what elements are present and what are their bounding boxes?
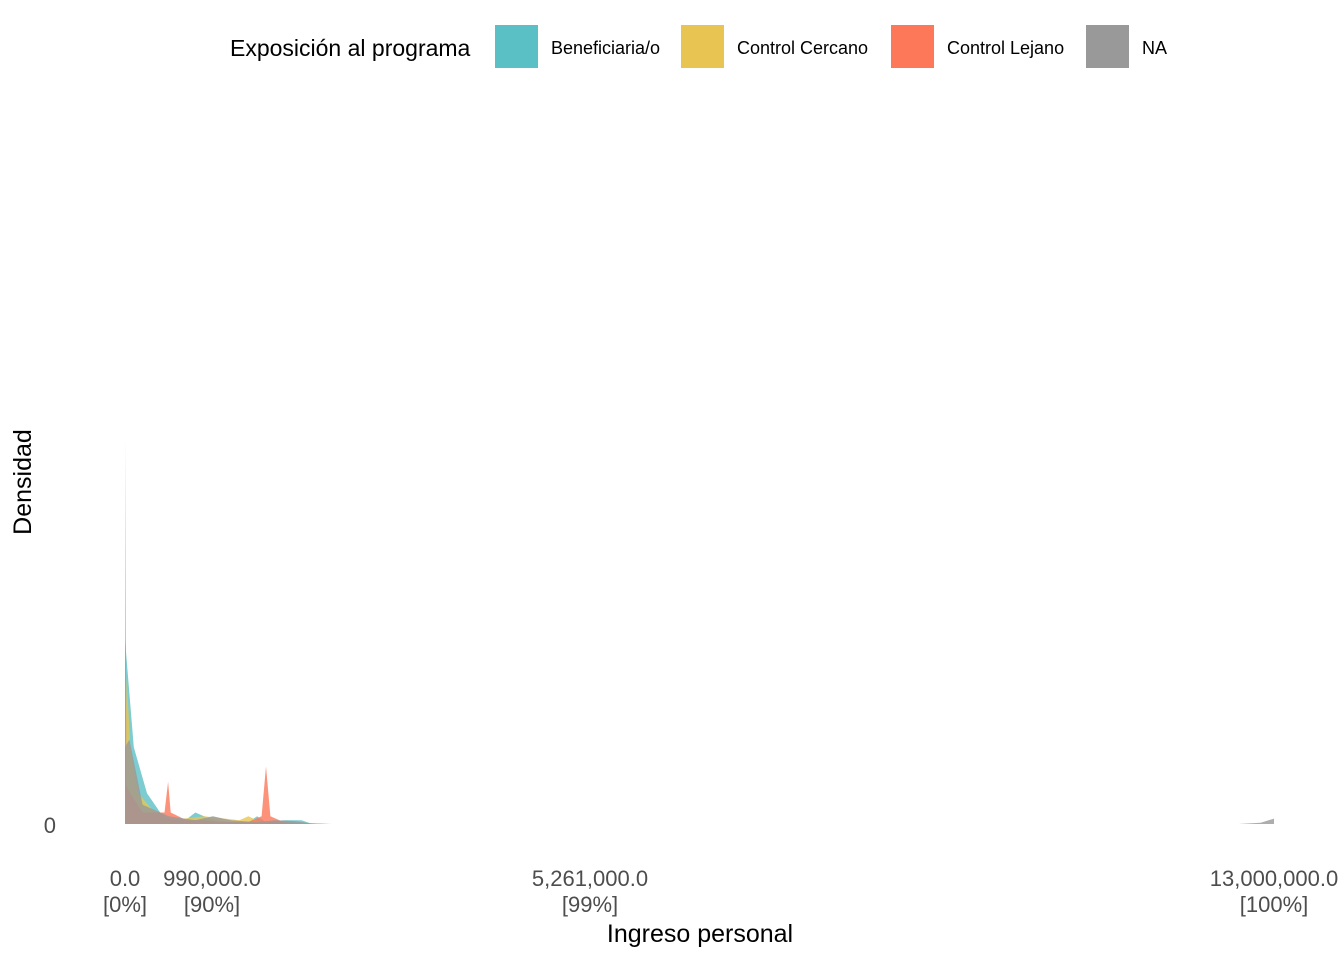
legend-title: Exposición al programa xyxy=(230,35,471,61)
x-tick-label: 5,261,000.0 xyxy=(532,866,648,891)
x-tick-percentile: [90%] xyxy=(184,892,240,917)
x-tick-label: 990,000.0 xyxy=(163,866,261,891)
density-area-na xyxy=(125,739,1274,824)
legend-item: Beneficiaria/o xyxy=(495,25,660,68)
density-area-control-lejano xyxy=(125,440,333,824)
legend-key xyxy=(891,25,934,68)
y-axis-title: Densidad xyxy=(9,429,37,535)
y-tick-label: 0 xyxy=(44,813,56,838)
legend-key xyxy=(681,25,724,68)
legend: Exposición al programa Beneficiaria/o Con… xyxy=(230,25,1167,68)
legend-item: Control Cercano xyxy=(681,25,868,68)
y-axis: 0 xyxy=(44,813,56,838)
legend-label: NA xyxy=(1142,38,1167,58)
legend-key xyxy=(495,25,538,68)
legend-item: NA xyxy=(1086,25,1167,68)
legend-items: Beneficiaria/o Control Cercano Control Lej… xyxy=(495,25,1167,68)
legend-item: Control Lejano xyxy=(891,25,1064,68)
x-tick-label: 13,000,000.0 xyxy=(1210,866,1338,891)
legend-label: Beneficiaria/o xyxy=(551,38,660,58)
density-area-beneficiaria-o xyxy=(125,639,333,824)
density-areas xyxy=(125,440,1274,824)
x-tick-percentile: [100%] xyxy=(1240,892,1309,917)
x-axis-title: Ingreso personal xyxy=(607,920,793,948)
legend-label: Control Cercano xyxy=(737,38,868,58)
x-tick-percentile: [99%] xyxy=(562,892,618,917)
x-tick-percentile: [0%] xyxy=(103,892,147,917)
legend-key xyxy=(1086,25,1129,68)
density-area-control-cercano xyxy=(125,678,333,824)
x-axis: 0.0[0%] 990,000.0[90%] 5,261,000.0[99%] 13,… xyxy=(103,866,1338,917)
x-tick-label: 0.0 xyxy=(110,866,141,891)
legend-label: Control Lejano xyxy=(947,38,1064,58)
